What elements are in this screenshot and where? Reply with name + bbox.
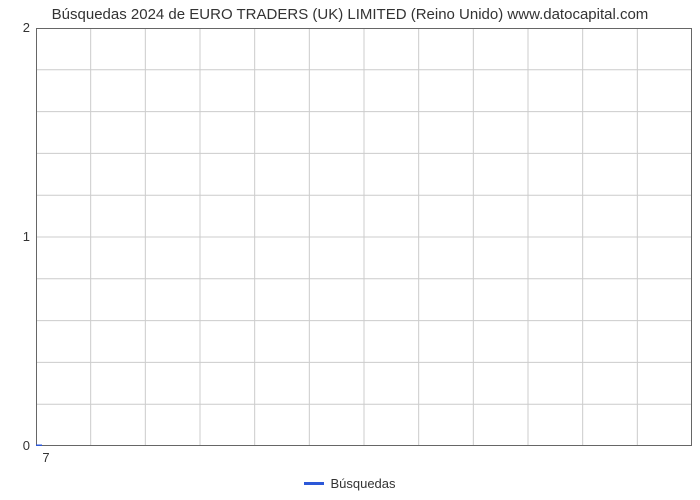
chart-title: Búsquedas 2024 de EURO TRADERS (UK) LIMI… <box>0 6 700 23</box>
chart-plot-area <box>36 28 692 446</box>
y-tick-label: 0 <box>10 438 30 453</box>
x-tick-label: 7 <box>36 450 56 465</box>
chart-legend: Búsquedas <box>0 476 700 491</box>
y-tick-label: 1 <box>10 229 30 244</box>
y-tick-label: 2 <box>10 20 30 35</box>
legend-swatch-icon <box>304 482 324 485</box>
legend-label: Búsquedas <box>330 476 395 491</box>
